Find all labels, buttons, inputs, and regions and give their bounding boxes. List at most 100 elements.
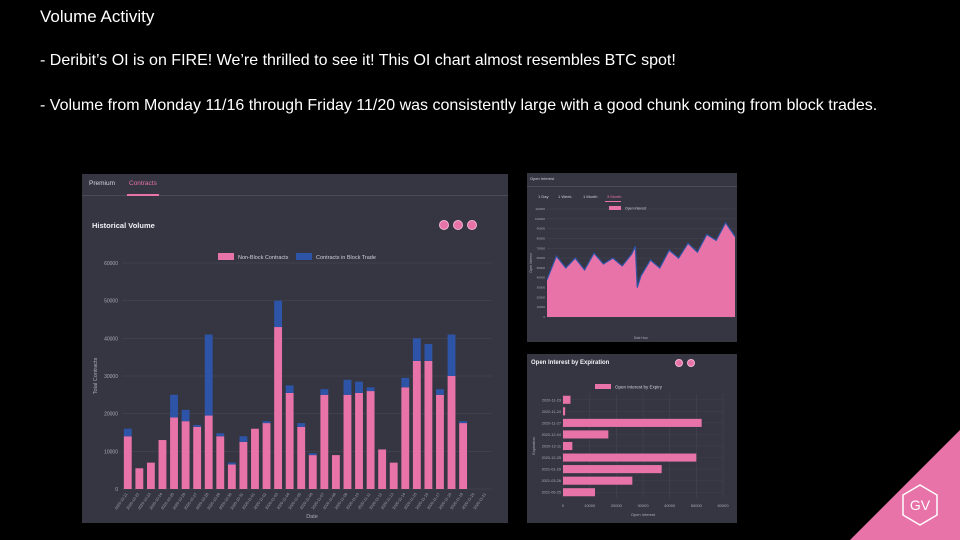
x-tick-label: 20000	[611, 503, 623, 508]
oi-active-tab-indicator	[605, 201, 621, 202]
bar-block-trade	[308, 453, 317, 456]
y-tick-label: 10000	[104, 449, 118, 455]
bar-block-trade	[343, 379, 352, 395]
bar-oi-expiry	[563, 430, 609, 439]
chart-title: Historical Volume	[92, 221, 155, 230]
bar-non-block	[251, 428, 259, 489]
y-axis-title: Expiration	[531, 437, 536, 455]
bar-non-block	[366, 391, 375, 489]
oi-by-expiration-panel: Open Interest by Expiration 0 10000 20000 3…	[527, 354, 737, 523]
settings-icon[interactable]	[453, 220, 463, 230]
y-tick-label: 60000	[537, 256, 546, 260]
bar-block-trade	[204, 334, 213, 416]
y-tick-label: 110000	[535, 207, 545, 211]
bar-oi-expiry	[563, 476, 633, 485]
bar-non-block	[123, 436, 132, 489]
gv-logo: GV	[850, 430, 960, 540]
bar-block-trade	[366, 387, 375, 392]
bar-non-block	[401, 387, 410, 489]
y-tick-label: 2021-03-26	[542, 479, 561, 483]
bar-oi-expiry	[563, 418, 702, 427]
y-tick-label: 20000	[104, 412, 118, 418]
bar-block-trade	[227, 462, 236, 465]
bar-non-block	[181, 421, 190, 489]
y-tick-label: 10000	[537, 305, 546, 309]
y-axis-title: Total Contracts	[93, 357, 99, 394]
download-icon[interactable]	[467, 220, 477, 230]
y-tick-label: 30000	[104, 374, 118, 380]
bar-non-block	[297, 426, 306, 489]
oi-tab-1month[interactable]: 1 Month	[583, 194, 598, 199]
bar-oi-expiry	[563, 395, 571, 404]
bar-non-block	[412, 360, 421, 489]
bar-non-block	[331, 455, 340, 489]
y-tick-label: 50000	[104, 299, 118, 305]
y-axis-title: Open Interest	[529, 253, 533, 272]
y-tick-label: 0	[115, 487, 118, 493]
bar-non-block	[262, 423, 271, 489]
y-tick-label: 2020-12-11	[542, 445, 561, 449]
bar-oi-expiry	[563, 453, 697, 462]
bar-non-block	[355, 392, 363, 489]
y-tick-label: 60000	[104, 261, 118, 267]
legend-swatch-non-block	[218, 253, 234, 260]
bar-non-block	[274, 327, 283, 489]
bar-block-trade	[297, 423, 306, 427]
x-tick-label: 10000	[584, 503, 596, 508]
bar-non-block	[193, 426, 202, 489]
bar-block-trade	[412, 338, 421, 361]
y-tick-label: 30000	[537, 286, 546, 290]
oi-line	[546, 221, 736, 288]
y-tick-label: 0	[543, 315, 545, 319]
oi-tab-3month[interactable]: 3 Month	[607, 194, 622, 199]
x-tick-label: 0	[562, 503, 565, 508]
x-axis-title: Date Hour	[634, 336, 649, 340]
bar-non-block	[343, 394, 352, 489]
refresh-icon[interactable]	[675, 359, 683, 367]
bar-non-block	[308, 455, 317, 489]
bar-block-trade	[262, 421, 271, 424]
legend-swatch	[595, 384, 611, 389]
bar-block-trade	[320, 389, 329, 395]
bar-block-trade	[447, 334, 456, 376]
y-tick-label: 80000	[537, 236, 546, 240]
bar-block-trade	[436, 389, 444, 395]
x-axis-title: Date	[306, 514, 318, 520]
bar-block-trade	[355, 381, 363, 393]
legend-label: Contracts in Block Trade	[316, 255, 376, 261]
logo-triangle	[850, 430, 960, 540]
y-tick-label: 100000	[535, 217, 545, 221]
oi-divider	[527, 186, 737, 187]
bullet-volume: - Volume from Monday 11/16 through Frida…	[40, 97, 878, 114]
y-tick-label: 70000	[537, 246, 546, 250]
bullet-oi: - Deribit’s OI is on FIRE! We’re thrille…	[40, 52, 676, 69]
oi-tab-1day[interactable]: 1 Day	[538, 194, 549, 199]
bar-block-trade	[459, 421, 468, 424]
y-tick-label: 2020-12-25	[542, 456, 561, 460]
logo-hexagon	[902, 484, 938, 526]
x-tick-label: 60000	[717, 503, 729, 508]
y-tick-label: 50000	[537, 266, 546, 270]
refresh-icon[interactable]	[439, 220, 449, 230]
y-tick-label: 90000	[537, 227, 546, 231]
logo-text: GV	[910, 497, 931, 513]
legend-label: Open Interest by Expiry	[615, 385, 663, 390]
y-tick-label: 40000	[537, 276, 546, 280]
y-tick-label: 2020-12-04	[542, 433, 561, 437]
y-tick-label: 40000	[104, 336, 118, 342]
oi-by-expiration-chart: 0 10000 20000 30000 40000 50000 60000 2020-11-2…	[531, 384, 729, 517]
bar-non-block	[320, 394, 329, 489]
tab-contracts[interactable]: Contracts	[129, 180, 157, 187]
oi-area	[547, 222, 735, 317]
x-tick-label: 50000	[691, 503, 703, 508]
y-tick-label: 2020-11-24	[542, 410, 561, 414]
bar-non-block	[424, 360, 433, 489]
bar-block-trade	[274, 300, 283, 328]
slide-title: Volume Activity	[40, 7, 155, 26]
open-interest-panel: Open Interest 1 Day 1 Week 1 Month 3 Mon…	[527, 173, 737, 342]
y-tick-label: 2021-06-25	[542, 491, 561, 495]
tab-premium[interactable]: Premium	[89, 180, 116, 187]
oi-tab-1week[interactable]: 1 Week	[558, 194, 572, 199]
legend-label: Open Interest	[625, 207, 646, 211]
settings-icon[interactable]	[687, 359, 695, 367]
